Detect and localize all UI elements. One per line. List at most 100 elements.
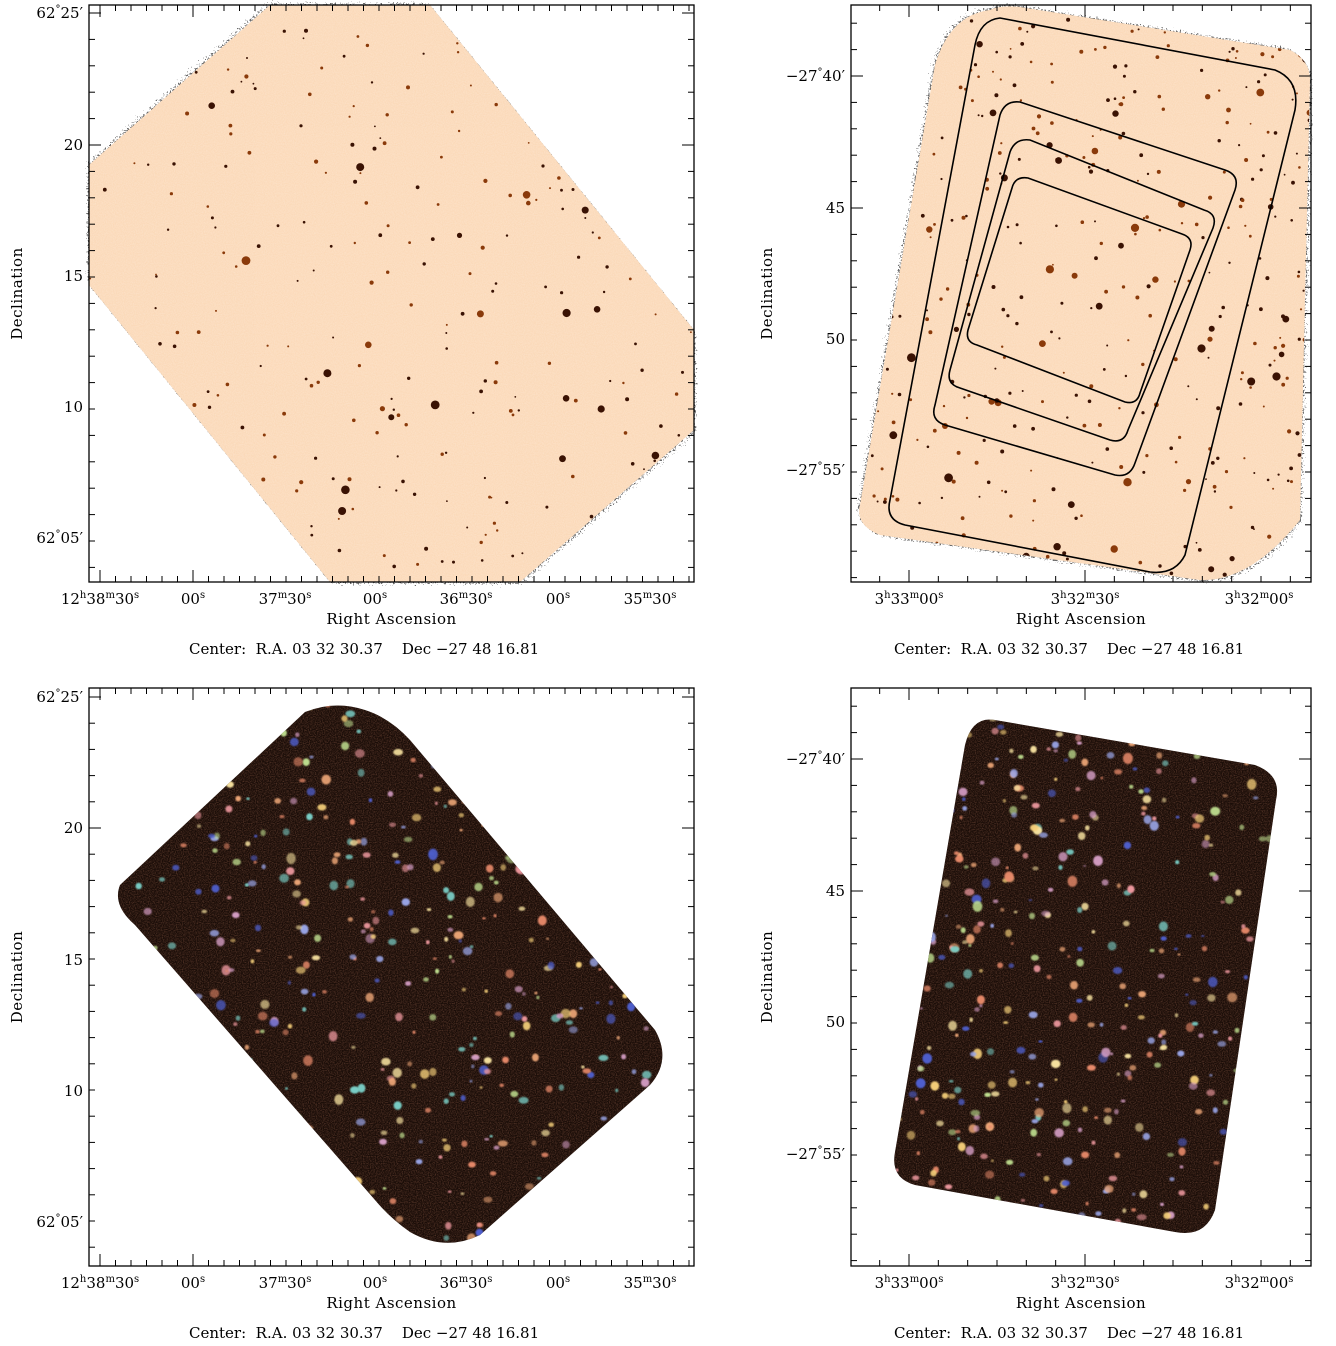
source-dot: [353, 179, 358, 184]
rgb-source: [1054, 1128, 1064, 1138]
rgb-source: [1119, 983, 1126, 990]
rgb-source: [894, 1100, 902, 1108]
rgb-source: [387, 791, 394, 797]
rgb-source: [109, 766, 113, 770]
rgb-source: [1075, 786, 1081, 792]
source-dot: [133, 162, 136, 165]
rgb-source: [1020, 794, 1028, 800]
source-dot: [622, 200, 630, 208]
source-dot: [627, 189, 631, 193]
rgb-source: [877, 1029, 880, 1033]
rgb-source: [606, 1126, 611, 1131]
source-dot: [1268, 363, 1272, 367]
rgb-source: [1068, 1012, 1078, 1022]
rgb-source: [294, 879, 301, 886]
rgb-source: [293, 1113, 303, 1124]
source-dot: [440, 452, 444, 456]
source-dot: [1302, 289, 1305, 292]
rgb-source: [187, 766, 191, 770]
rgb-source: [404, 693, 407, 696]
rgb-source: [1154, 1062, 1162, 1068]
rgb-source: [443, 1144, 451, 1152]
source-dot: [505, 234, 509, 237]
rgb-source: [990, 923, 995, 928]
rgb-source: [955, 1033, 959, 1038]
source-dot: [1222, 572, 1227, 577]
source-dot: [630, 485, 633, 488]
rgb-source: [1062, 1157, 1073, 1166]
rgb-source: [546, 824, 553, 831]
source-dot: [573, 398, 578, 403]
source-dot: [386, 270, 390, 274]
source-dot: [609, 22, 612, 26]
rgb-source: [910, 964, 921, 972]
rgb-source: [916, 1151, 920, 1156]
rgb-source: [875, 715, 883, 721]
rgb-source: [1226, 750, 1231, 755]
source-dot: [889, 431, 898, 440]
source-dot: [310, 525, 313, 528]
rgb-source: [356, 1012, 366, 1019]
rgb-source: [472, 1036, 477, 1041]
rgb-source: [476, 1235, 482, 1241]
source-dot: [961, 215, 966, 220]
source-dot: [1127, 339, 1130, 342]
tick-label: 15: [64, 951, 83, 969]
rgb-source: [292, 1258, 296, 1262]
source-dot: [390, 397, 393, 400]
rgb-source: [103, 935, 110, 942]
rgb-source: [972, 900, 983, 912]
source-dot: [1018, 26, 1022, 31]
source-dot: [1051, 487, 1056, 492]
rgb-source: [1053, 749, 1058, 753]
rgb-source: [143, 838, 148, 841]
source-dot: [1050, 80, 1054, 84]
source-dot: [483, 476, 486, 480]
rgb-source: [306, 813, 313, 821]
rgb-source: [1028, 899, 1033, 902]
source-dot: [185, 111, 190, 116]
source-dot: [1103, 45, 1107, 50]
source-dot: [550, 134, 553, 137]
source-dot: [1052, 263, 1054, 266]
source-dot: [985, 186, 990, 191]
rgb-source: [255, 1029, 260, 1034]
rgb-source: [589, 958, 599, 967]
source-dot: [356, 35, 360, 38]
rgb-source: [623, 836, 630, 841]
image-top-right: [859, 6, 1310, 581]
rgb-source: [1149, 948, 1155, 953]
source-dot: [1255, 38, 1259, 43]
source-dot: [1122, 96, 1125, 99]
rgb-source: [483, 1057, 492, 1064]
sensitivity-contour: [932, 100, 1238, 477]
source-dot: [895, 568, 898, 572]
rgb-source: [608, 1000, 614, 1006]
source-dot: [364, 201, 369, 205]
rgb-source: [471, 1054, 480, 1061]
source-dot: [1130, 29, 1134, 33]
rgb-source: [97, 747, 105, 752]
rgb-source: [1077, 907, 1083, 913]
rgb-source: [443, 728, 449, 735]
source-dot: [436, 203, 440, 206]
rgb-source: [640, 1078, 650, 1088]
rgb-source: [233, 1070, 240, 1078]
source-dot: [1250, 525, 1255, 530]
rgb-source: [954, 1086, 962, 1094]
source-dot: [1229, 556, 1235, 562]
rgb-source: [434, 801, 438, 806]
rgb-source: [1164, 1236, 1167, 1239]
rgb-source: [954, 1129, 961, 1134]
rgb-source: [1295, 857, 1302, 863]
rgb-source: [606, 1013, 616, 1024]
rgb-source: [991, 857, 1001, 867]
source-dot: [995, 50, 998, 54]
rgb-source: [948, 1020, 957, 1031]
source-dot: [369, 280, 374, 285]
source-dot: [295, 489, 299, 493]
source-dot: [415, 185, 420, 190]
rgb-source: [944, 981, 955, 989]
rgb-source: [256, 705, 266, 712]
rgb-source: [365, 1200, 372, 1205]
